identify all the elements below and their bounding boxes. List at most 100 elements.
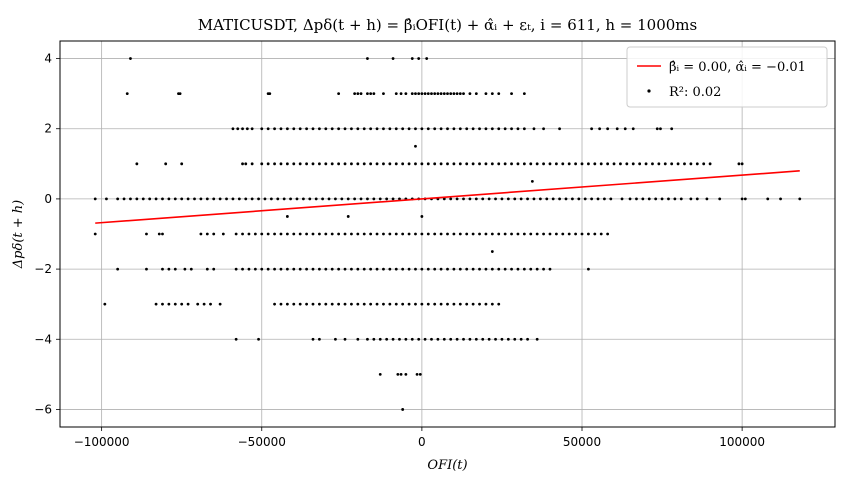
scatter-point bbox=[590, 127, 594, 131]
scatter-point bbox=[382, 92, 385, 96]
scatter-point bbox=[375, 232, 379, 236]
scatter-point bbox=[497, 92, 501, 96]
scatter-point bbox=[420, 162, 424, 166]
scatter-point bbox=[503, 232, 507, 236]
scatter-point bbox=[497, 127, 501, 131]
scatter-point bbox=[260, 232, 264, 236]
scatter-point bbox=[327, 197, 331, 201]
scatter-point bbox=[318, 232, 321, 236]
scatter-point bbox=[337, 232, 341, 236]
scatter-point bbox=[606, 162, 610, 166]
scatter-point bbox=[532, 127, 536, 131]
scatter-point bbox=[378, 372, 382, 376]
scatter-point bbox=[205, 232, 209, 236]
scatter-point bbox=[702, 162, 706, 166]
scatter-point bbox=[330, 127, 334, 131]
scatter-point bbox=[433, 232, 437, 236]
scatter-point bbox=[382, 267, 385, 271]
scatter-point bbox=[398, 337, 401, 341]
scatter-point bbox=[122, 197, 126, 201]
scatter-point bbox=[314, 197, 318, 201]
scatter-point bbox=[260, 162, 264, 166]
scatter-point bbox=[462, 197, 465, 201]
scatter-point bbox=[394, 302, 398, 306]
scatter-point bbox=[478, 302, 481, 306]
scatter-point bbox=[180, 162, 184, 166]
scatter-point bbox=[103, 302, 107, 306]
scatter-point bbox=[446, 267, 449, 271]
scatter-point bbox=[404, 337, 408, 341]
scatter-point bbox=[522, 127, 526, 131]
scatter-point bbox=[484, 127, 488, 131]
scatter-point bbox=[167, 197, 171, 201]
scatter-point bbox=[401, 162, 405, 166]
scatter-point bbox=[292, 127, 296, 131]
scatter-point bbox=[490, 232, 494, 236]
scatter-point bbox=[388, 162, 392, 166]
scatter-point bbox=[372, 92, 376, 96]
scatter-point bbox=[382, 302, 385, 306]
scatter-point bbox=[551, 197, 555, 201]
scatter-point bbox=[161, 197, 164, 201]
scatter-point bbox=[548, 267, 552, 271]
scatter-point bbox=[798, 197, 802, 201]
scatter-point bbox=[513, 337, 517, 341]
scatter-point bbox=[237, 197, 241, 201]
scatter-point bbox=[385, 197, 389, 201]
scatter-point bbox=[398, 197, 401, 201]
scatter-point bbox=[167, 267, 171, 271]
scatter-point bbox=[655, 127, 659, 131]
scatter-point bbox=[356, 232, 360, 236]
scatter-point bbox=[468, 197, 472, 201]
scatter-point bbox=[558, 127, 561, 131]
scatter-point bbox=[628, 197, 632, 201]
scatter-point bbox=[545, 197, 549, 201]
scatter-point bbox=[257, 197, 260, 201]
scatter-point bbox=[442, 92, 446, 96]
scatter-point bbox=[399, 92, 403, 96]
scatter-point bbox=[458, 267, 462, 271]
scatter-point bbox=[343, 302, 347, 306]
y-tick-label: −2 bbox=[34, 262, 52, 276]
scatter-point bbox=[542, 162, 545, 166]
scatter-point bbox=[529, 267, 533, 271]
scatter-point bbox=[369, 162, 373, 166]
scatter-point bbox=[580, 232, 584, 236]
legend-point-swatch bbox=[647, 89, 651, 93]
scatter-point bbox=[305, 232, 308, 236]
x-tick-label: 0 bbox=[418, 435, 426, 449]
scatter-point bbox=[362, 127, 366, 131]
scatter-point bbox=[529, 232, 533, 236]
scatter-point bbox=[285, 232, 289, 236]
scatter-point bbox=[388, 127, 392, 131]
scatter-point bbox=[125, 92, 129, 96]
scatter-point bbox=[676, 162, 680, 166]
scatter-point bbox=[705, 197, 709, 201]
scatter-point bbox=[231, 197, 235, 201]
scatter-point bbox=[366, 337, 369, 341]
scatter-point bbox=[439, 232, 443, 236]
scatter-point bbox=[301, 197, 305, 201]
scatter-point bbox=[356, 127, 360, 131]
y-tick-label: 4 bbox=[44, 52, 52, 66]
scatter-point bbox=[135, 162, 139, 166]
scatter-point bbox=[366, 92, 369, 96]
scatter-point bbox=[340, 197, 344, 201]
scatter-point bbox=[513, 197, 517, 201]
scatter-point bbox=[663, 162, 667, 166]
scatter-point bbox=[337, 302, 341, 306]
scatter-point bbox=[346, 197, 350, 201]
scatter-point bbox=[388, 267, 392, 271]
legend-box bbox=[626, 46, 828, 108]
scatter-point bbox=[343, 162, 347, 166]
scatter-point bbox=[311, 162, 315, 166]
scatter-points-layer bbox=[93, 57, 802, 411]
scatter-point bbox=[279, 302, 283, 306]
scatter-point bbox=[285, 215, 289, 218]
scatter-point bbox=[452, 302, 456, 306]
scatter-point bbox=[620, 197, 624, 201]
scatter-point bbox=[362, 302, 366, 306]
scatter-point bbox=[273, 162, 276, 166]
scatter-point bbox=[558, 197, 561, 201]
scatter-point bbox=[446, 232, 449, 236]
